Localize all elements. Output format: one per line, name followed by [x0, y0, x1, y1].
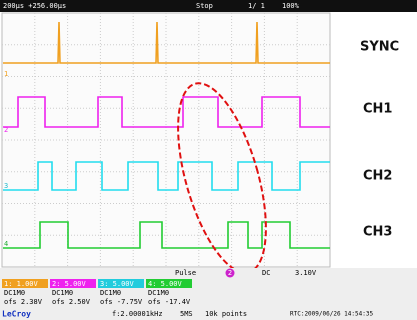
waveform-label: CH3 [363, 225, 392, 240]
channel-coupling: DC1M0 [52, 289, 73, 297]
frequency: f:2.00001kHz [112, 310, 163, 318]
acquisitions: 1/ 1 [248, 2, 265, 10]
channel-marker: 2 [4, 126, 8, 134]
channel-coupling: DC1M0 [100, 289, 121, 297]
channel-scale: 2: 5.00V [52, 280, 87, 288]
waveform-label: SYNC [360, 40, 399, 55]
channel-scale: 1: 1.00V [4, 280, 39, 288]
channel-coupling: DC1M0 [148, 289, 169, 297]
zoom: 100% [282, 2, 300, 10]
rtc: RTC:2009/06/26 14:54:35 [290, 311, 373, 318]
run-state: Stop [196, 2, 213, 10]
channel-scale: 4: 5.00V [148, 280, 183, 288]
channel-marker: 3 [4, 182, 8, 190]
trigger-source: 2 [228, 269, 232, 277]
brand: LeCroy [2, 310, 31, 319]
scope-screen: 200μs +256.00μs Stop 1/ 1 100% 1 2 3 4 S… [0, 0, 417, 320]
channel-offset: ofs -7.75V [100, 298, 143, 306]
sample-rate: 5MS [180, 310, 193, 318]
trigger-level: 3.10V [295, 269, 317, 277]
waveform-label: CH2 [363, 169, 392, 184]
waveform-label: CH1 [363, 102, 392, 117]
channel-marker: 4 [4, 240, 8, 248]
channel-marker: 1 [4, 70, 8, 78]
points: 10k points [205, 310, 247, 318]
trigger-mode: Pulse [175, 269, 196, 277]
page: 200μs +256.00μs Stop 1/ 1 100% 1 2 3 4 S… [0, 0, 417, 320]
channel-offset: ofs 2.50V [52, 298, 91, 306]
timebase: 200μs +256.00μs [3, 2, 66, 10]
channel-offset: ofs -17.4V [148, 298, 191, 306]
channel-offset: ofs 2.38V [4, 298, 43, 306]
channel-coupling: DC1M0 [4, 289, 25, 297]
trigger-coupling: DC [262, 269, 270, 277]
channel-scale: 3: 5.00V [100, 280, 135, 288]
